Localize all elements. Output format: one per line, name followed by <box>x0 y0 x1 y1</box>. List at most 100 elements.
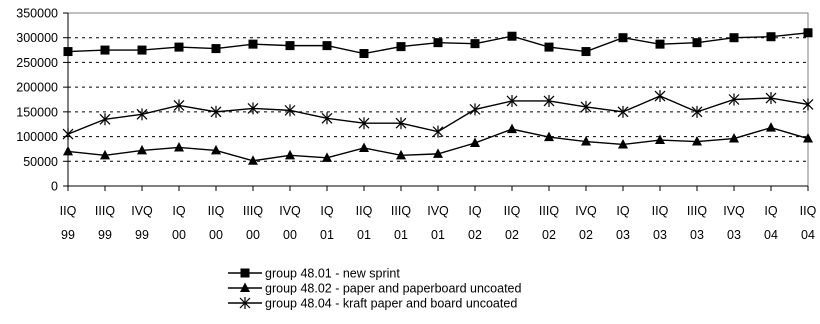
x-tick-label-year: 01 <box>431 228 445 242</box>
x-tick-label-quarter: IIQ <box>208 204 225 218</box>
legend-marker-square <box>240 268 250 278</box>
x-tick-label-quarter: IIQ <box>504 204 521 218</box>
x-tick-label-quarter: IIIQ <box>391 204 411 218</box>
data-point-square <box>803 28 813 38</box>
x-tick-label-year: 03 <box>727 228 741 242</box>
legend-label: group 48.01 - new sprint <box>265 267 400 281</box>
series-2 <box>63 122 813 165</box>
data-point-triangle <box>729 133 739 143</box>
x-tick-label-quarter: IIIQ <box>539 204 559 218</box>
x-tick-label-quarter: IVQ <box>575 204 597 218</box>
x-tick-label-quarter: IQ <box>172 204 185 218</box>
x-tick-label-year: 01 <box>320 228 334 242</box>
data-point-triangle <box>581 136 591 146</box>
data-point-triangle <box>470 137 480 147</box>
y-tick-label: 200000 <box>16 81 58 95</box>
data-point-square <box>248 39 258 49</box>
x-tick-label-year: 00 <box>283 228 297 242</box>
data-point-triangle <box>655 134 665 145</box>
x-tick-label-quarter: IQ <box>468 204 481 218</box>
data-point-square <box>655 39 665 49</box>
data-point-star <box>765 92 777 105</box>
data-point-star <box>173 99 185 112</box>
x-tick-label-year: 03 <box>616 228 630 242</box>
data-point-star <box>728 93 740 106</box>
legend-label: group 48.02 - paper and paperboard uncoa… <box>265 282 521 296</box>
data-point-triangle <box>137 144 147 155</box>
data-point-triangle <box>100 149 110 160</box>
data-point-star <box>543 94 555 107</box>
data-point-square <box>544 42 554 52</box>
x-tick-label-year: 04 <box>764 228 778 242</box>
legend-entry: group 48.02 - paper and paperboard uncoa… <box>228 282 521 296</box>
data-point-triangle <box>507 123 517 134</box>
data-point-star <box>62 128 74 141</box>
data-point-triangle <box>211 144 221 155</box>
data-point-square <box>692 38 702 48</box>
x-tick-label-year: 00 <box>209 228 223 242</box>
x-tick-label-year: 03 <box>690 228 704 242</box>
x-tick-label-quarter: IQ <box>616 204 629 218</box>
data-point-square <box>211 44 221 54</box>
y-tick-label: 100000 <box>16 130 58 144</box>
x-tick-label-year: 02 <box>468 228 482 242</box>
x-tick-label-quarter: IQ <box>764 204 777 218</box>
x-tick-label-year: 01 <box>394 228 408 242</box>
data-point-star <box>395 117 407 130</box>
x-tick-label-quarter: IIIQ <box>687 204 707 218</box>
data-point-square <box>322 41 332 51</box>
data-point-square <box>63 47 73 57</box>
x-tick-label-quarter: IVQ <box>427 204 449 218</box>
data-point-star <box>99 113 111 126</box>
data-point-star <box>284 104 296 117</box>
x-tick-label-year: 01 <box>357 228 371 242</box>
data-point-triangle <box>433 148 443 158</box>
data-point-square <box>174 42 184 52</box>
data-point-triangle <box>766 122 776 132</box>
x-tick-label-year: 02 <box>505 228 519 242</box>
legend-marker-triangle <box>240 282 250 292</box>
data-point-square <box>581 47 591 57</box>
x-tick-label-year: 02 <box>542 228 556 242</box>
x-tick-label-year: 02 <box>579 228 593 242</box>
data-point-star <box>210 105 222 118</box>
data-point-square <box>729 33 739 43</box>
data-point-triangle <box>248 155 258 165</box>
data-point-square <box>766 32 776 42</box>
data-point-triangle <box>692 136 702 146</box>
data-point-star <box>580 100 592 113</box>
y-tick-label: 300000 <box>16 31 58 45</box>
legend-label: group 48.04 - kraft paper and board unco… <box>265 297 517 311</box>
data-point-triangle <box>544 131 554 142</box>
data-point-triangle <box>63 145 73 156</box>
data-point-square <box>507 31 517 41</box>
data-point-triangle <box>285 149 295 160</box>
data-point-triangle <box>618 138 628 149</box>
y-tick-label: 250000 <box>16 56 58 70</box>
data-point-square <box>618 33 628 43</box>
series-3 <box>62 90 814 141</box>
data-point-star <box>654 90 666 103</box>
data-point-triangle <box>174 141 184 152</box>
data-point-star <box>247 102 259 115</box>
x-tick-label-quarter: IVQ <box>279 204 301 218</box>
data-point-square <box>433 38 443 48</box>
x-tick-label-year: 03 <box>653 228 667 242</box>
x-tick-label-year: 99 <box>61 228 75 242</box>
y-axis-ticks: 0 50000 100000 150000 200000 250000 300000 3500… <box>16 7 68 194</box>
data-point-square <box>285 41 295 51</box>
data-point-square <box>137 45 147 55</box>
y-tick-label: 0 <box>51 180 58 194</box>
data-point-square <box>396 42 406 52</box>
legend-entry: group 48.04 - kraft paper and board unco… <box>228 297 517 311</box>
x-tick-label-quarter: IIQ <box>356 204 373 218</box>
data-point-triangle <box>803 133 813 143</box>
x-tick-label-quarter: IIIQ <box>95 204 115 218</box>
data-point-star <box>617 105 629 118</box>
x-tick-label-quarter: IIIQ <box>243 204 263 218</box>
legend-marker-star <box>239 297 251 309</box>
data-point-star <box>358 117 370 130</box>
legend-entry: group 48.01 - new sprint <box>228 267 400 281</box>
